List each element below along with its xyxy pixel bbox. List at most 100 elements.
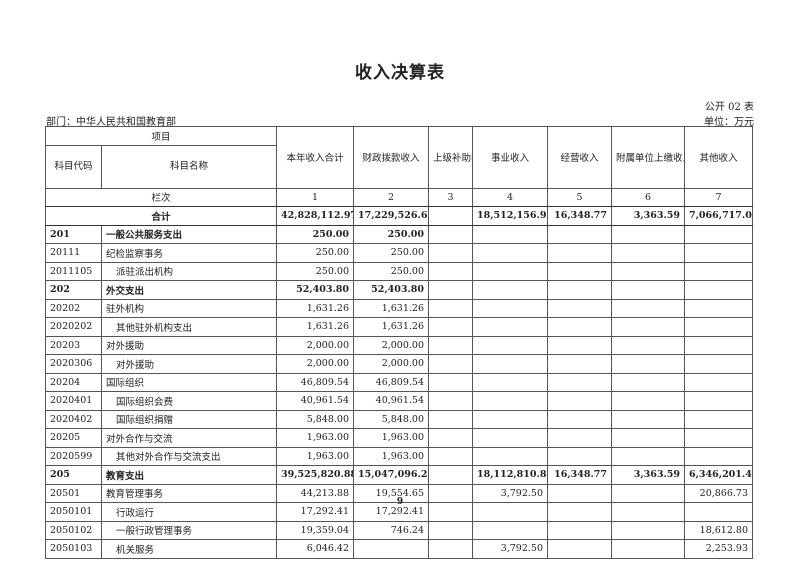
table-row: 2020402 国际组织捐赠 5,848.00 5,848.00 (45, 409, 754, 429)
value-cell (547, 280, 613, 300)
value-cell (611, 243, 686, 263)
total-cell: 42,828,112.97 (276, 206, 355, 226)
value-cell (472, 261, 549, 281)
value-cell: 6,046.42 (276, 539, 355, 559)
subject-name: 国际组织 (100, 372, 278, 392)
subject-code: 2020599 (45, 446, 102, 466)
value-cell: 1,963.00 (276, 428, 355, 448)
value-cell: 16,348.77 (547, 465, 613, 485)
total-cell: 18,512,156.91 (472, 206, 549, 226)
subject-code: 2020202 (45, 317, 102, 337)
value-cell (547, 317, 613, 337)
value-cell: 250.00 (276, 243, 355, 263)
value-cell (428, 465, 474, 485)
table-row: 2011105 派驻派出机构 250.00 250.00 (45, 261, 754, 281)
subject-code: 2020306 (45, 354, 102, 374)
subject-name: 国际组织会费 (100, 391, 278, 411)
subject-code: 2050103 (45, 539, 102, 559)
total-row: 合计 42,828,112.97 17,229,526.68 18,512,156.9… (44, 206, 754, 226)
value-cell (547, 261, 613, 281)
table-row: 20203 对外援助 2,000.00 2,000.00 (45, 335, 754, 355)
value-cell (611, 539, 686, 559)
subject-name: 机关服务 (100, 539, 278, 559)
value-cell: 3,792.50 (472, 539, 549, 559)
income-table: 项目本年收入合计财政拨款收入上级补助收入事业收入经营收入附属单位上缴收入其他收入… (44, 126, 754, 559)
value-cell: 46,809.54 (276, 372, 355, 392)
row-index: 7 (684, 187, 754, 207)
value-cell (428, 280, 474, 300)
row-index-label: 栏次 (44, 187, 278, 207)
page-title: 收入决算表 (355, 63, 445, 83)
value-cell (428, 428, 474, 448)
value-cell: 1,963.00 (276, 446, 355, 466)
value-cell (428, 298, 474, 318)
column-header: 上级补助收入 (428, 126, 474, 189)
value-cell (428, 409, 474, 429)
value-cell (684, 335, 754, 355)
subject-code: 20202 (45, 298, 102, 318)
subject-code: 20203 (45, 335, 102, 355)
value-cell: 250.00 (276, 224, 355, 244)
table-row: 20501 教育管理事务 44,213.88 19,554.65 3,792.50 20,… (45, 483, 754, 503)
value-cell: 5,848.00 (276, 409, 355, 429)
value-cell (684, 391, 754, 411)
value-cell (611, 280, 686, 300)
value-cell: 52,403.80 (353, 280, 430, 300)
value-cell: 46,809.54 (353, 372, 430, 392)
row-index: 3 (428, 187, 474, 207)
total-cell (428, 206, 474, 226)
value-cell: 39,525,820.88 (276, 465, 355, 485)
value-cell (472, 520, 549, 540)
table-row: 20202 驻外机构 1,631.26 1,631.26 (45, 298, 754, 318)
subject-code: 2020402 (45, 409, 102, 429)
value-cell: 1,631.26 (353, 298, 430, 318)
value-cell (547, 243, 613, 263)
value-cell (611, 520, 686, 540)
value-cell (547, 335, 613, 355)
value-cell (428, 391, 474, 411)
value-cell (547, 446, 613, 466)
table-row: 20204 国际组织 46,809.54 46,809.54 (45, 372, 754, 392)
table-row: 2020202 其他驻外机构支出 1,631.26 1,631.26 (45, 317, 754, 337)
value-cell: 2,000.00 (276, 335, 355, 355)
value-cell (472, 317, 549, 337)
subject-name: 一般行政管理事务 (100, 520, 278, 540)
header-code: 科目代码 (45, 144, 102, 189)
subject-code: 202 (45, 280, 102, 300)
value-cell: 40,961.54 (353, 391, 430, 411)
subject-code: 20205 (45, 428, 102, 448)
value-cell (428, 224, 474, 244)
value-cell (472, 409, 549, 429)
value-cell (472, 280, 549, 300)
row-index: 5 (547, 187, 613, 207)
value-cell (472, 354, 549, 374)
subject-name: 对外合作与交流 (100, 428, 278, 448)
subject-name: 教育支出 (100, 465, 278, 485)
table-row: 20205 对外合作与交流 1,963.00 1,963.00 (45, 428, 754, 448)
value-cell: 5,848.00 (353, 409, 430, 429)
value-cell (611, 298, 686, 318)
subject-name: 驻外机构 (100, 298, 278, 318)
subject-name: 其他对外合作与交流支出 (100, 446, 278, 466)
value-cell (472, 224, 549, 244)
value-cell (611, 261, 686, 281)
value-cell: 15,047,096.29 (353, 465, 430, 485)
subject-name: 国际组织捐赠 (100, 409, 278, 429)
table-row: 205 教育支出 39,525,820.88 15,047,096.29 18,112,… (45, 465, 754, 485)
value-cell (547, 428, 613, 448)
column-header: 本年收入合计 (276, 126, 355, 189)
row-index: 4 (472, 187, 549, 207)
value-cell (472, 372, 549, 392)
unit-label: 单位：万元 (704, 117, 754, 128)
value-cell: 250.00 (353, 224, 430, 244)
header-item: 项目 (44, 126, 278, 146)
value-cell (684, 354, 754, 374)
table-row: 2050103 机关服务 6,046.42 3,792.50 2,253.93 (45, 539, 754, 559)
value-cell (611, 391, 686, 411)
value-cell (472, 243, 549, 263)
table-row: 2020306 对外援助 2,000.00 2,000.00 (45, 354, 754, 374)
value-cell: 3,363.59 (611, 465, 686, 485)
column-header: 财政拨款收入 (353, 126, 430, 189)
value-cell: 2,253.93 (684, 539, 754, 559)
